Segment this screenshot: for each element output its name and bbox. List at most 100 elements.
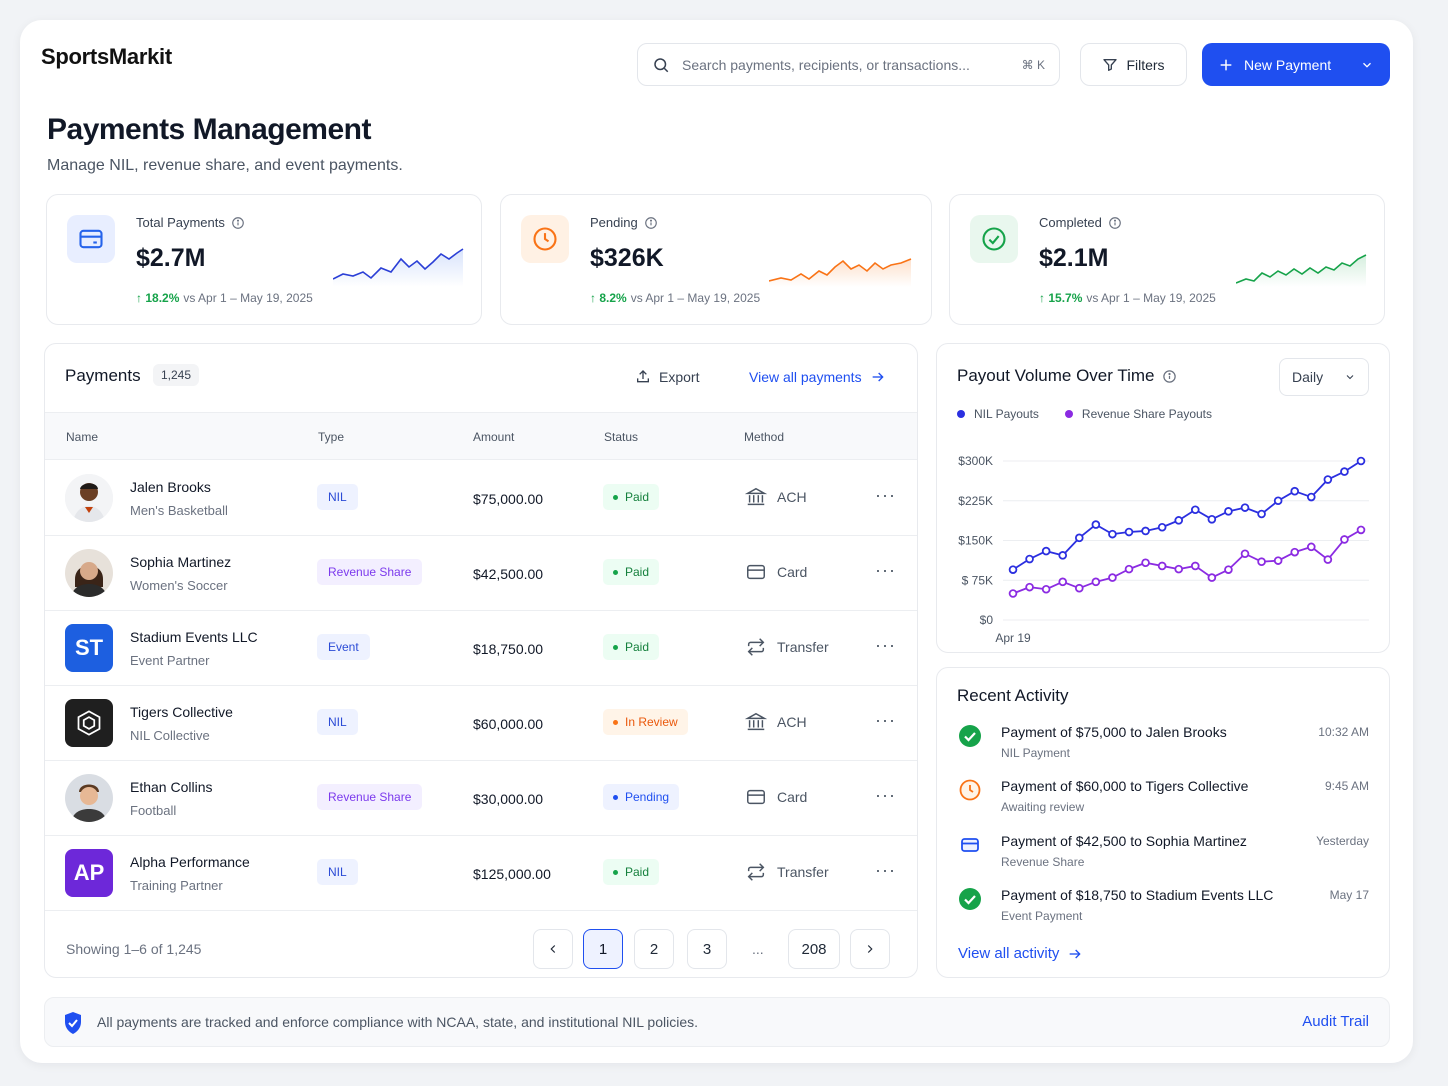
activity-subtext: Awaiting review — [1001, 800, 1085, 814]
table-row[interactable]: Jalen Brooks Men's Basketball NIL $75,00… — [45, 461, 917, 536]
sparkline-total — [333, 248, 464, 287]
clock-icon — [521, 215, 569, 263]
column-header-amount[interactable]: Amount — [473, 430, 515, 444]
period-select[interactable]: Daily — [1279, 358, 1369, 396]
data-point — [1124, 527, 1134, 537]
more-options-icon[interactable]: ··· — [875, 560, 896, 580]
column-header-status[interactable]: Status — [604, 430, 639, 444]
transfer-icon — [747, 638, 765, 656]
data-point — [1058, 551, 1068, 560]
check-circle-icon — [970, 215, 1018, 263]
stat-card-completed[interactable]: Completed $2.1M ↑ 15.7% vs Apr 1 – May 19… — [949, 194, 1385, 325]
data-point — [1157, 561, 1167, 571]
card-icon — [961, 838, 979, 852]
upload-icon — [637, 370, 649, 383]
compliance-text: All payments are tracked and enforce com… — [97, 1014, 699, 1030]
stat-label: Completed — [1039, 215, 1122, 230]
activity-subtext: Event Payment — [1001, 909, 1083, 923]
audit-trail-link[interactable]: Audit Trail — [1302, 1013, 1369, 1030]
activity-item[interactable]: Payment of $18,750 to Stadium Events LLC… — [937, 887, 1389, 937]
payment-method: Transfer — [745, 636, 829, 658]
column-header-type[interactable]: Type — [318, 430, 345, 444]
clock-icon — [959, 779, 981, 801]
data-point — [1108, 529, 1117, 539]
plus-icon — [1220, 59, 1232, 70]
column-header-name[interactable]: Name — [66, 430, 99, 444]
payment-method: ACH — [745, 486, 807, 508]
search-shortcut: ⌘ K — [1021, 57, 1045, 72]
payments-title: Payments — [65, 366, 141, 385]
table-row[interactable]: Sophia Martinez Women's Soccer Revenue S… — [45, 536, 917, 611]
card-icon — [747, 564, 765, 580]
search-placeholder[interactable]: Search payments, recipients, or transact… — [682, 56, 970, 73]
recipient-name[interactable]: Alpha Performance — [130, 854, 250, 870]
view-all-activity-link[interactable]: View all activity — [958, 945, 1083, 962]
info-icon[interactable] — [1162, 369, 1177, 384]
activity-item[interactable]: Payment of $75,000 to Jalen Brooks NIL P… — [937, 724, 1389, 774]
filters-button[interactable]: Filters — [1080, 43, 1187, 86]
more-options-icon[interactable]: ··· — [875, 485, 896, 505]
data-point — [1290, 547, 1300, 557]
legend-item-nil[interactable]: NIL Payouts — [957, 407, 1039, 421]
pagination-page-1[interactable]: 1 — [583, 929, 623, 969]
activity-item[interactable]: Payment of $60,000 to Tigers Collective … — [937, 778, 1389, 828]
search-input[interactable]: Search payments, recipients, or transact… — [637, 43, 1060, 86]
stat-value: $326K — [590, 244, 664, 272]
info-icon[interactable] — [231, 216, 245, 230]
card-icon — [67, 215, 115, 263]
pagination-next-button[interactable] — [850, 929, 890, 969]
avatar: ST — [65, 624, 113, 672]
recipient-subtitle: Women's Soccer — [130, 578, 228, 593]
more-options-icon[interactable]: ··· — [875, 785, 896, 805]
type-badge: NIL — [317, 484, 358, 510]
pagination-summary: Showing 1–6 of 1,245 — [66, 941, 202, 957]
recipient-name[interactable]: Tigers Collective — [130, 704, 233, 720]
chart-legend: NIL Payouts Revenue Share Payouts — [957, 407, 1212, 421]
stat-change: ↑ 15.7% vs Apr 1 – May 19, 2025 — [1039, 291, 1216, 305]
payment-method: ACH — [745, 711, 807, 733]
recipient-name[interactable]: Stadium Events LLC — [130, 629, 258, 645]
recipient-name[interactable]: Sophia Martinez — [130, 554, 232, 570]
y-tick-label: $300K — [958, 454, 993, 468]
table-row[interactable]: Ethan Collins Football Revenue Share $30… — [45, 761, 917, 836]
recipient-name[interactable]: Jalen Brooks — [130, 479, 211, 495]
table-row[interactable]: Tigers Collective NIL Collective NIL $60… — [45, 686, 917, 761]
stat-card-pending[interactable]: Pending $326K ↑ 8.2% vs Apr 1 – May 19, 2… — [500, 194, 932, 325]
data-point — [1190, 505, 1200, 515]
legend-item-revenue-share[interactable]: Revenue Share Payouts — [1064, 407, 1212, 421]
pagination-page-last[interactable]: 208 — [788, 929, 840, 969]
chart-title: Payout Volume Over Time — [957, 366, 1177, 386]
more-options-icon[interactable]: ··· — [875, 635, 896, 655]
page-title: Payments Management — [47, 113, 371, 146]
export-button[interactable]: Export — [635, 369, 699, 385]
pagination-page-3[interactable]: 3 — [687, 929, 727, 969]
more-options-icon[interactable]: ··· — [875, 710, 896, 730]
view-all-payments-link[interactable]: View all payments — [749, 369, 886, 385]
data-point — [1008, 565, 1018, 574]
stat-card-total[interactable]: Total Payments $2.7M ↑ 18.2% vs Apr 1 – M… — [46, 194, 482, 325]
table-row[interactable]: AP Alpha Performance Training Partner NI… — [45, 836, 917, 911]
column-header-method[interactable]: Method — [744, 430, 785, 444]
data-point — [1224, 565, 1233, 574]
new-payment-button[interactable]: New Payment — [1202, 43, 1390, 86]
data-point — [1207, 573, 1217, 582]
app-logo[interactable]: SportsMarkit — [41, 44, 172, 69]
info-icon[interactable] — [1108, 216, 1122, 230]
y-tick-label: $0 — [980, 613, 994, 627]
data-point — [1058, 577, 1068, 587]
avatar: AP — [65, 849, 113, 897]
info-icon[interactable] — [644, 216, 658, 230]
pagination-page-2[interactable]: 2 — [634, 929, 674, 969]
data-point — [1041, 546, 1051, 556]
activity-item[interactable]: Payment of $42,500 to Sophia Martinez Re… — [937, 833, 1389, 883]
stat-change: ↑ 18.2% vs Apr 1 – May 19, 2025 — [136, 291, 313, 305]
chevron-down-icon[interactable] — [1360, 58, 1374, 72]
data-point — [1025, 582, 1034, 592]
pagination-prev-button[interactable] — [533, 929, 573, 969]
table-row[interactable]: ST Stadium Events LLC Event Partner Even… — [45, 611, 917, 686]
recipient-name[interactable]: Ethan Collins — [130, 779, 213, 795]
more-options-icon[interactable]: ··· — [875, 860, 896, 880]
table-header: Name Type Amount Status Method — [45, 412, 917, 460]
activity-time: 9:45 AM — [1324, 779, 1369, 793]
data-point — [1074, 533, 1084, 543]
